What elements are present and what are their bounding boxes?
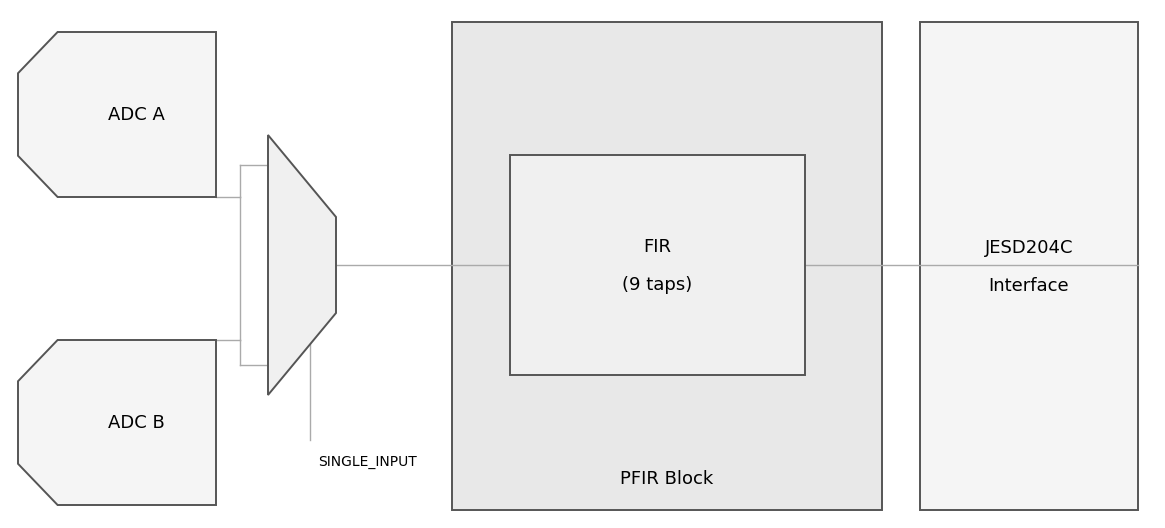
Text: (9 taps): (9 taps) [622,276,693,294]
Polygon shape [17,32,216,197]
Text: PFIR Block: PFIR Block [621,470,714,488]
Bar [452,22,882,510]
Text: ADC B: ADC B [108,413,165,431]
Polygon shape [268,135,336,395]
Polygon shape [17,340,216,505]
Text: SINGLE_INPUT: SINGLE_INPUT [318,455,417,469]
Bar [920,22,1138,510]
Text: Interface: Interface [989,277,1069,295]
Text: ADC A: ADC A [108,106,165,124]
Text: JESD204C: JESD204C [984,239,1073,257]
Bar [510,155,805,375]
Text: FIR: FIR [643,238,671,256]
